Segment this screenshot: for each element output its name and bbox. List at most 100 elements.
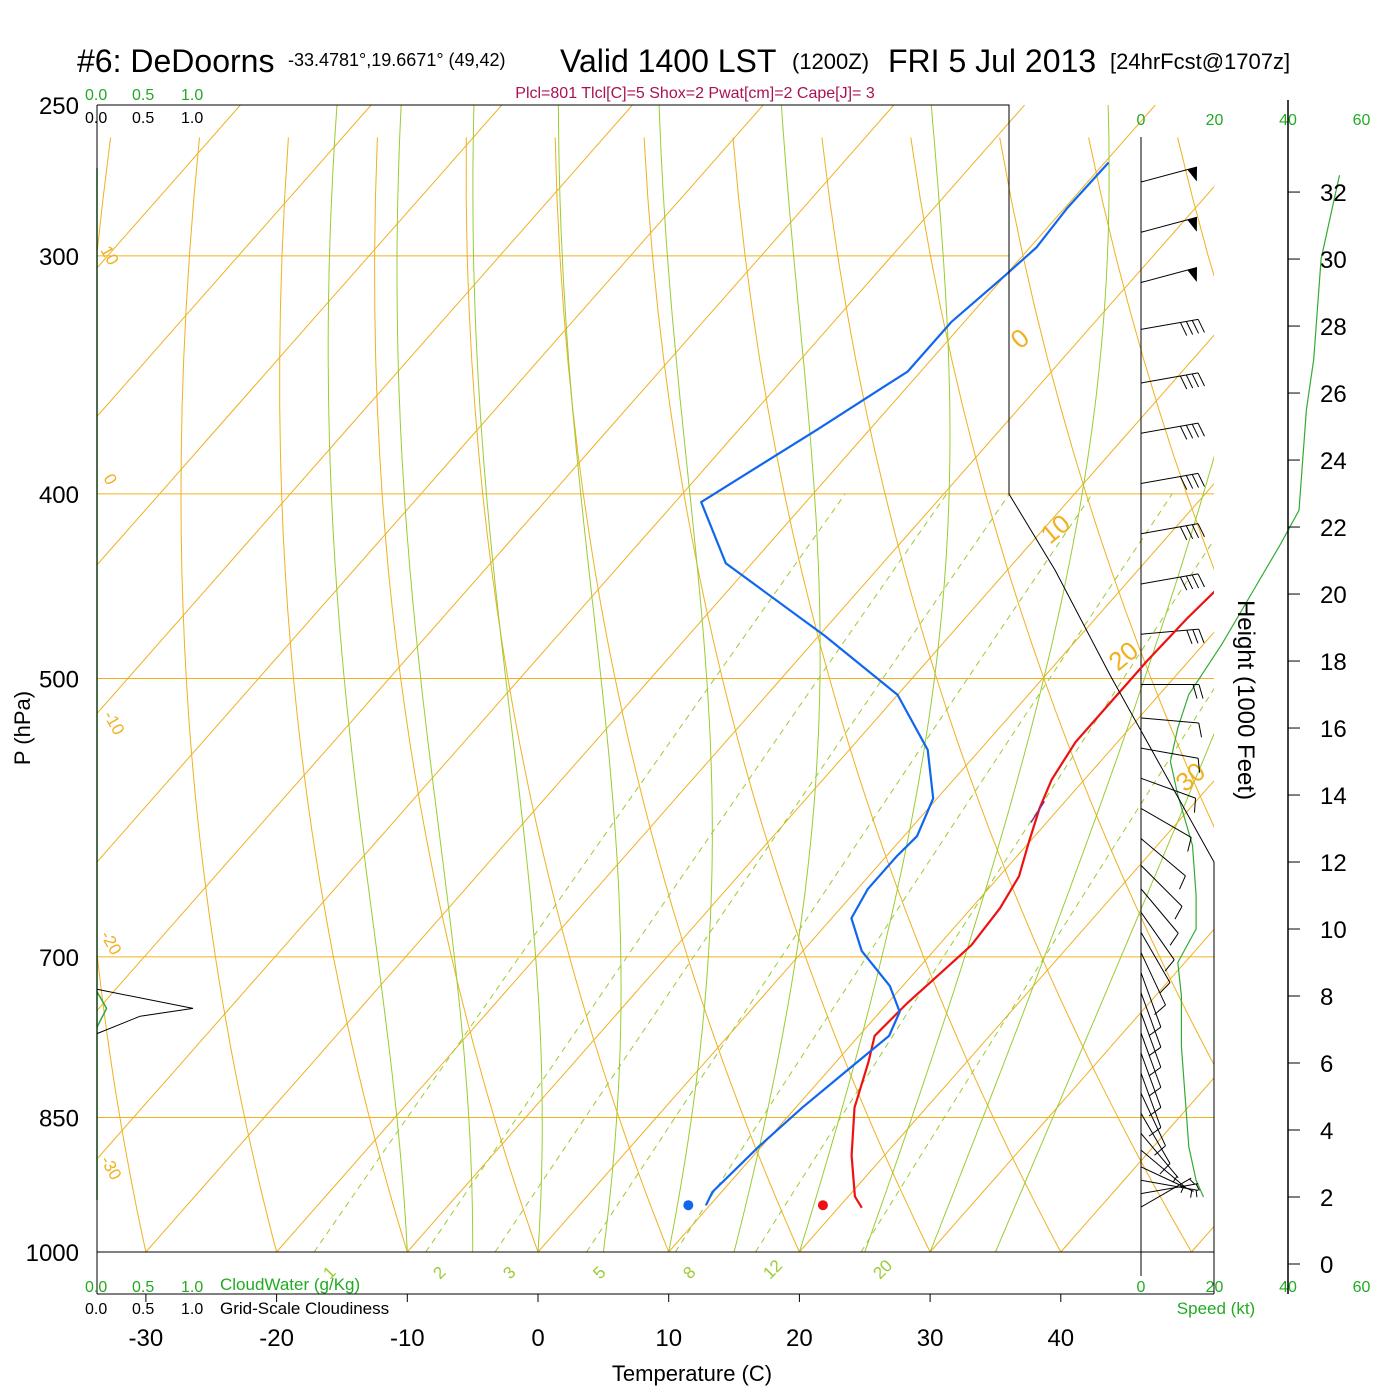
cloud-profile bbox=[96, 168, 194, 1200]
isotherm-line bbox=[929, 928, 1214, 1253]
wind-barb-feather bbox=[1164, 959, 1175, 972]
temperature-tick-label: 20 bbox=[786, 1325, 813, 1352]
wind-barb bbox=[1140, 1166, 1194, 1198]
wind-barb-flag bbox=[1187, 267, 1198, 283]
dry-adiabat-line bbox=[1177, 137, 1214, 278]
pressure-tick-label: 500 bbox=[39, 667, 79, 694]
cloudwater-label: CloudWater (g/Kg) bbox=[220, 1275, 360, 1294]
height-tick-label: 0 bbox=[1320, 1252, 1333, 1279]
wind-barb-half-feather bbox=[1180, 1185, 1185, 1193]
cloudwater-scale-bottom-2: 1.0 bbox=[181, 1279, 203, 1296]
wind-speed-line bbox=[1169, 175, 1341, 1198]
mixing-ratio-line bbox=[425, 493, 948, 1253]
speed-axis-title: Speed (kt) bbox=[1177, 1299, 1255, 1318]
moist-adiabat-line bbox=[995, 732, 1214, 1253]
wind-barb bbox=[1140, 166, 1198, 183]
wind-barb bbox=[1140, 1072, 1162, 1137]
wind-barb-shaft bbox=[1140, 932, 1171, 983]
wind-barb bbox=[1140, 372, 1205, 390]
wind-barb bbox=[1140, 1133, 1179, 1183]
wind-barb bbox=[1140, 865, 1183, 920]
height-tick-label: 32 bbox=[1320, 180, 1347, 207]
wind-barb-feather bbox=[1185, 425, 1194, 439]
adiabat-label: -20 bbox=[97, 928, 126, 959]
wind-barb-feather bbox=[1192, 629, 1199, 644]
wind-barb bbox=[1140, 717, 1203, 738]
wind-barb-shaft bbox=[1140, 717, 1199, 724]
wind-barb-feather bbox=[1197, 523, 1205, 537]
title-coords: -33.4781°,19.6671° (49,42) bbox=[288, 50, 506, 70]
moist-adiabat-line bbox=[929, 455, 1214, 1253]
wind-barb-feather bbox=[1191, 373, 1200, 388]
wind-barb-feather bbox=[1198, 684, 1204, 699]
dry-adiabat-line bbox=[910, 137, 1214, 1066]
wind-barb-feather bbox=[1154, 1004, 1166, 1015]
wind-barb bbox=[1140, 807, 1192, 852]
wind-barb-feather bbox=[1185, 475, 1194, 489]
wind-barb-feather bbox=[1185, 575, 1194, 590]
wind-barb-shaft bbox=[1140, 838, 1186, 877]
isotherm-line bbox=[276, 186, 1214, 1253]
pressure-tick-label: 850 bbox=[39, 1106, 79, 1133]
wind-barb-shaft bbox=[1140, 472, 1199, 484]
wind-barb-feather bbox=[1179, 875, 1186, 890]
temperature-tick-label: -30 bbox=[129, 1325, 164, 1352]
isotherm-line bbox=[97, 105, 503, 566]
moist-adiabat-line bbox=[733, 105, 821, 1253]
cloudiness-scale-top-2: 1.0 bbox=[181, 110, 203, 127]
wind-barb-feather bbox=[1197, 422, 1205, 437]
wind-barb-shaft bbox=[1140, 777, 1196, 799]
wind-barb-feather bbox=[1179, 322, 1188, 336]
wind-barb-feather bbox=[1154, 1145, 1166, 1156]
isotherm-line bbox=[145, 105, 1156, 1253]
speed-tick-label-top: 60 bbox=[1353, 112, 1371, 129]
temperature-tick-label: 30 bbox=[917, 1325, 944, 1352]
lifted-parcel-line bbox=[1030, 800, 1046, 823]
wind-barb bbox=[1140, 1179, 1199, 1198]
wind-barb-feather bbox=[1197, 473, 1205, 487]
cloudwater-scale-bottom-1: 0.5 bbox=[132, 1279, 154, 1296]
height-axis-title: Height (1000 Feet) bbox=[1232, 600, 1259, 800]
title-date: FRI 5 Jul 2013 bbox=[888, 43, 1096, 79]
mixing-ratio-label: 5 bbox=[589, 1263, 609, 1283]
mixing-ratio-line bbox=[313, 493, 846, 1253]
dry-adiabat-line bbox=[554, 137, 800, 1253]
wind-barb-shaft bbox=[1140, 1032, 1162, 1088]
wind-barb-shaft bbox=[1140, 523, 1199, 535]
cloudwater-profile bbox=[96, 991, 108, 1028]
wind-barb-shaft bbox=[1140, 1072, 1162, 1128]
mixing-ratio-label: 2 bbox=[429, 1263, 449, 1283]
wind-barb-shaft bbox=[1140, 952, 1166, 1006]
wind-barb-feather bbox=[1159, 982, 1171, 994]
wind-barb-feather bbox=[1191, 320, 1200, 334]
moist-adiabat-line bbox=[658, 105, 713, 1253]
dry-adiabat-line bbox=[374, 137, 539, 1253]
pressure-tick-label: 300 bbox=[39, 244, 79, 271]
title-station: #6: DeDoorns bbox=[77, 43, 274, 79]
mixing-ratio-label: 8 bbox=[679, 1263, 699, 1283]
dry-adiabat-line bbox=[732, 137, 1062, 1253]
dry-adiabat-line bbox=[1088, 137, 1214, 571]
cloudiness-scale-top-0: 0.0 bbox=[85, 110, 107, 127]
pressure-tick-label: 400 bbox=[39, 482, 79, 509]
wind-barb-shaft bbox=[1140, 372, 1199, 384]
mixing-ratio-label: 3 bbox=[499, 1263, 519, 1283]
dry-adiabat-line bbox=[180, 137, 278, 1253]
isotherm-line bbox=[1191, 1225, 1214, 1253]
wind-barb-shaft bbox=[1140, 1177, 1192, 1208]
height-tick-label: 4 bbox=[1320, 1118, 1333, 1145]
wind-barb-flag bbox=[1187, 217, 1198, 232]
wind-barb-shaft bbox=[1140, 807, 1192, 838]
temperature-tick-label: -10 bbox=[390, 1325, 425, 1352]
wind-barb-half-feather bbox=[1195, 1183, 1200, 1191]
wind-barb-feather bbox=[1185, 321, 1194, 335]
dry-adiabat-line bbox=[821, 137, 1192, 1253]
wind-barb bbox=[1140, 1149, 1186, 1193]
wind-barb-feather bbox=[1169, 932, 1179, 946]
wind-barb-flag bbox=[1187, 166, 1198, 182]
wind-barb-feather bbox=[1191, 423, 1200, 438]
wind-barb bbox=[1141, 683, 1204, 699]
wind-barb bbox=[1140, 838, 1186, 890]
